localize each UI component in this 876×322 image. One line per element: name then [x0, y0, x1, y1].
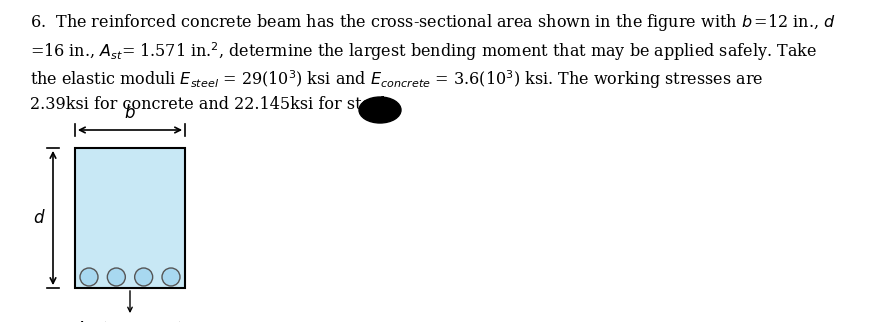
Circle shape	[135, 268, 152, 286]
Text: $b$: $b$	[124, 104, 136, 122]
Text: 2.39ksi for concrete and 22.145ksi for steel.: 2.39ksi for concrete and 22.145ksi for s…	[30, 96, 391, 113]
Text: $d$: $d$	[32, 209, 46, 227]
Ellipse shape	[359, 97, 401, 123]
Text: =16 in., $A_{st}$= 1.571 in.$^{2}$, determine the largest bending moment that ma: =16 in., $A_{st}$= 1.571 in.$^{2}$, dete…	[30, 40, 817, 63]
Bar	[75, 148, 185, 288]
Text: $A_{st}$ (total area): $A_{st}$ (total area)	[75, 320, 185, 322]
Circle shape	[162, 268, 180, 286]
Text: the elastic moduli $E_{steel}$ = 29(10$^{3}$) ksi and $E_{concrete}$ = 3.6(10$^{: the elastic moduli $E_{steel}$ = 29(10$^…	[30, 68, 763, 91]
Text: 6.  The reinforced concrete beam has the cross-sectional area shown in the figur: 6. The reinforced concrete beam has the …	[30, 12, 836, 33]
Circle shape	[80, 268, 98, 286]
Circle shape	[108, 268, 125, 286]
